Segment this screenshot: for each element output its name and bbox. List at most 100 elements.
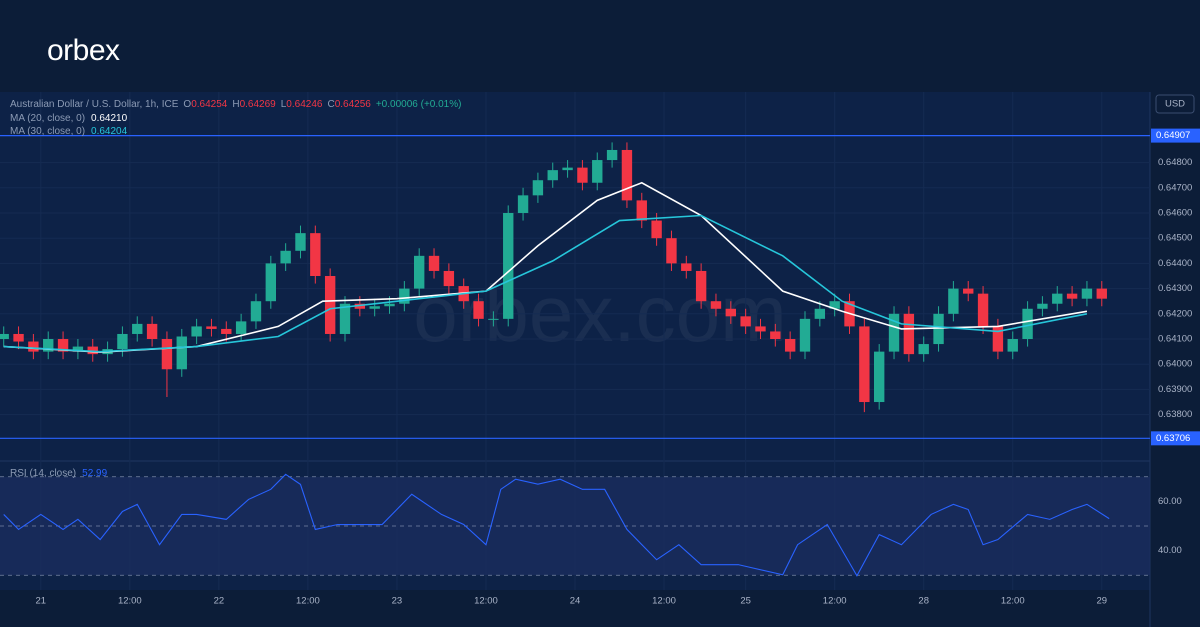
candle-body <box>428 255 440 271</box>
candle-body <box>977 293 989 327</box>
candle-body <box>933 313 944 345</box>
candle-body <box>992 326 1004 352</box>
ohlc-value: 0.64269 <box>240 99 277 110</box>
currency: USD <box>1165 99 1185 110</box>
ma30-legend: MA (30, close, 0) 0.64204 <box>10 126 128 137</box>
candle-body <box>28 341 39 352</box>
candle-body <box>547 170 558 181</box>
candle-body <box>874 351 885 403</box>
candle-body <box>577 167 588 183</box>
candle-body <box>354 303 366 309</box>
x-tick-label: 12:00 <box>1001 596 1025 607</box>
y-tick-label: 0.64800 <box>1158 157 1192 168</box>
candle-body <box>1081 288 1093 299</box>
candle-body <box>369 306 380 309</box>
candle-body <box>250 301 262 322</box>
x-tick-label: 24 <box>570 596 581 607</box>
legend-value: 0.64210 <box>91 113 128 124</box>
y-tick-label: 40.00 <box>1158 545 1182 556</box>
ohlc-value: 0.64256 <box>335 99 372 110</box>
candle-body <box>799 318 811 352</box>
x-tick-label: 22 <box>214 596 225 607</box>
y-tick-label: 0.64000 <box>1158 359 1192 370</box>
candle-body <box>517 195 529 213</box>
candle-body <box>339 303 351 334</box>
legend-title: Australian Dollar / U.S. Dollar, 1h, ICE… <box>10 99 461 110</box>
x-tick-label: 21 <box>36 596 47 607</box>
candle-body <box>414 255 425 289</box>
candle-body <box>72 346 84 352</box>
ohlc-label: H <box>232 99 239 110</box>
legend-name: RSI (14, close) <box>10 468 76 479</box>
candle-body <box>859 326 870 403</box>
candle-body <box>948 288 959 314</box>
rsi-band <box>0 476 1150 576</box>
y-tick-label: 0.64200 <box>1158 308 1192 319</box>
level-label-box <box>1151 128 1200 143</box>
x-tick-label: 12:00 <box>474 596 498 607</box>
x-tick-label: 25 <box>740 596 751 607</box>
candle-body <box>399 288 410 304</box>
candle-body <box>280 250 291 264</box>
candle-body <box>57 339 69 352</box>
candle-body <box>532 180 544 196</box>
candle-body <box>191 326 202 337</box>
ohlc-value: 0.64254 <box>191 99 228 110</box>
ohlc-value: 0.64246 <box>286 99 323 110</box>
candle-body <box>681 263 692 271</box>
x-tick-label: 12:00 <box>652 596 676 607</box>
level-label-box <box>1151 431 1200 446</box>
x-tick-label: 28 <box>918 596 929 607</box>
candle-body <box>666 238 677 264</box>
ma20-legend: MA (20, close, 0) 0.64210 <box>10 113 128 124</box>
candle-body <box>621 149 633 201</box>
candle-body <box>221 328 232 334</box>
candle-body <box>829 301 840 309</box>
candle-body <box>1096 288 1107 299</box>
candle-body <box>636 200 647 221</box>
level-label: 0.64907 <box>1156 130 1190 141</box>
candle-body <box>755 326 766 332</box>
candle-body <box>132 323 143 334</box>
candle-body <box>784 339 796 352</box>
candle-body <box>117 333 128 350</box>
moving-average <box>3 181 1088 353</box>
candle-body <box>310 233 321 276</box>
y-tick-label: 0.64600 <box>1158 208 1192 219</box>
candle-body <box>384 303 395 307</box>
candle-body <box>710 301 722 309</box>
legend-name: MA (30, close, 0) <box>10 126 85 137</box>
symbol-name: Australian Dollar / U.S. Dollar, 1h, ICE <box>10 99 179 110</box>
candle-body <box>488 318 499 320</box>
y-tick-label: 0.64300 <box>1158 283 1192 294</box>
y-tick-label: 0.64100 <box>1158 334 1192 345</box>
currency-box <box>1155 94 1195 114</box>
y-tick-label: 0.64500 <box>1158 233 1192 244</box>
candle-body <box>176 336 187 370</box>
candle-body <box>1022 308 1033 340</box>
x-tick-label: 12:00 <box>118 596 142 607</box>
y-tick-label: 0.64700 <box>1158 182 1192 193</box>
legend-name: MA (20, close, 0) <box>10 113 85 124</box>
candle-body <box>695 270 707 302</box>
candle-body <box>1037 303 1048 309</box>
y-tick-label: 0.63800 <box>1158 409 1192 420</box>
candle-body <box>265 263 276 302</box>
candle-body <box>903 313 915 355</box>
candle-body <box>918 344 929 355</box>
candle-body <box>206 326 217 329</box>
legend-value: 52.99 <box>82 468 107 479</box>
x-tick-label: 29 <box>1096 596 1107 607</box>
y-tick-label: 0.64400 <box>1158 258 1192 269</box>
candle-body <box>592 160 603 183</box>
candle-body <box>1066 293 1078 299</box>
moving-average <box>3 214 1088 353</box>
rsi-line <box>3 473 1110 577</box>
candle-body <box>295 233 306 251</box>
candle-body <box>1007 339 1018 352</box>
candle-body <box>43 339 54 352</box>
candle-body <box>606 149 618 161</box>
marks: 21 12:00 22 12:00 23 12:00 24 12:00 25 12:00 28 12:… <box>0 92 1200 607</box>
logo: orbex <box>47 34 120 67</box>
